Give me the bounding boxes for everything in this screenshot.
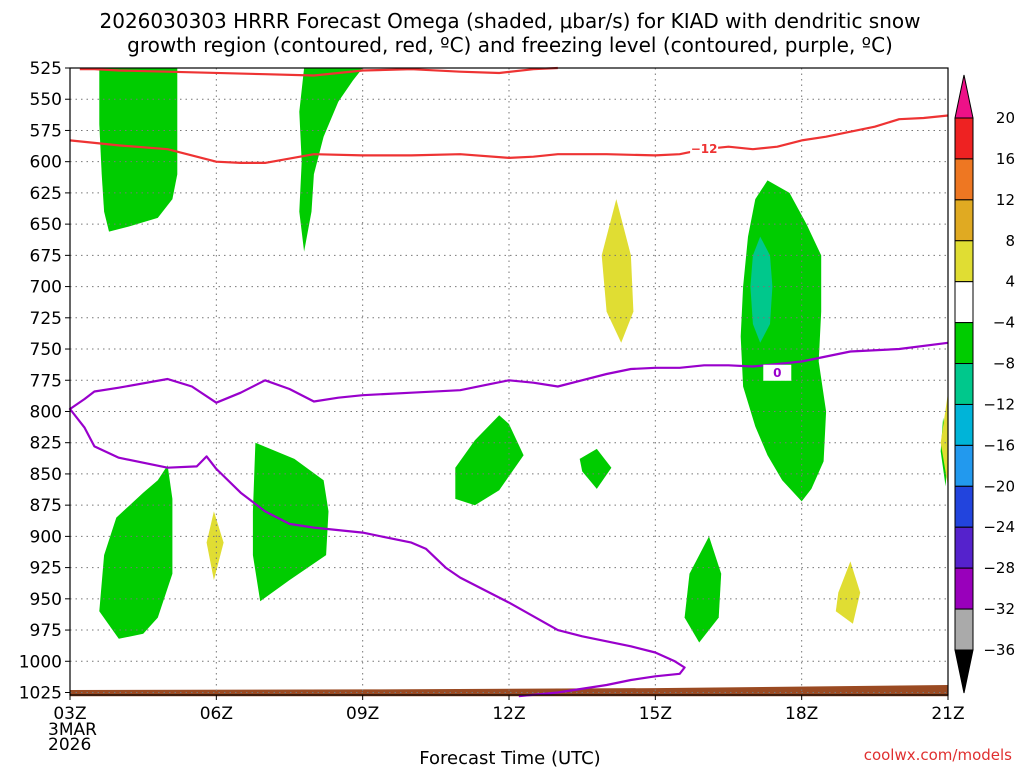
colorbar-band (954, 485, 974, 528)
colorbar-band (954, 158, 974, 201)
y-tick-label: 875 (30, 496, 62, 516)
omega-green-area (99, 465, 173, 639)
y-tick-label: 975 (30, 621, 62, 641)
colorbar-label: −32 (983, 600, 1015, 618)
dgz-lower-contour (69, 114, 949, 164)
colorbar-bottom-arrow (954, 649, 974, 694)
colorbar-band (954, 240, 974, 283)
colorbar-band (954, 363, 974, 405)
x-tick-label: 15Z (639, 704, 672, 724)
y-tick-label: 725 (30, 309, 62, 329)
credit-text: coolwx.com/models (864, 746, 1012, 764)
x-date-label: 3MAR (48, 720, 97, 740)
y-tick-label: 625 (30, 184, 62, 204)
chart-title-line2: growth region (contoured, red, ºC) and f… (127, 33, 893, 57)
omega-yellow-area (206, 511, 224, 581)
y-tick-label: 675 (30, 246, 62, 266)
omega-green-area (252, 442, 329, 602)
colorbar-label: 8 (1005, 232, 1015, 250)
y-tick-label: 925 (30, 559, 62, 579)
freezing-level-contour-label: 0 (773, 366, 781, 380)
y-tick-label: 525 (30, 59, 62, 79)
omega-yellow-area (940, 392, 948, 487)
colorbar-label: −20 (983, 477, 1015, 495)
omega-green-area (579, 448, 612, 489)
y-tick-label: 775 (30, 371, 62, 391)
contour-label-background (690, 141, 719, 158)
colorbar-label: −24 (983, 518, 1015, 536)
colorbar-label: −16 (983, 436, 1015, 454)
x-date-label: 2026 (48, 735, 91, 755)
x-tick-label: 06Z (200, 704, 233, 724)
y-tick-label: 950 (30, 590, 62, 610)
colorbar-label: 12 (996, 191, 1015, 209)
colorbar-label: 16 (996, 150, 1015, 168)
omega-yellow-area (601, 199, 634, 343)
y-tick-label: 1000 (19, 652, 62, 672)
colorbar-band (954, 444, 974, 487)
y-tick-label: 900 (30, 527, 62, 547)
dgz-lower-contour-label: −12 (691, 142, 718, 156)
y-tick-label: 850 (30, 465, 62, 485)
colorbar-label: −28 (983, 559, 1015, 577)
colorbar-label: −12 (983, 395, 1015, 413)
x-axis-title: Forecast Time (UTC) (419, 748, 600, 768)
colorbar-band (954, 526, 974, 569)
x-tick-label: 21Z (931, 704, 964, 724)
omega-green-area (299, 68, 363, 252)
colorbar-band (954, 608, 974, 651)
omega-green-area (455, 415, 524, 506)
colorbar-band (954, 403, 974, 446)
colorbar-label: −4 (993, 314, 1015, 332)
colorbar-band (954, 322, 974, 365)
colorbar: 20 16 12 8 4 −4 −8 −12 −16 −20 −24 −28 −32 −36 (954, 74, 1015, 694)
colorbar-band (954, 567, 974, 610)
y-tick-label: 1025 (19, 684, 62, 704)
y-axis: 525 550 575 600 625 650 675 700 725 750 775 800 825 8… (19, 59, 70, 704)
y-tick-label: 750 (30, 340, 62, 360)
contour-label-background (763, 364, 792, 381)
y-tick-label: 825 (30, 434, 62, 454)
y-tick-label: 700 (30, 278, 62, 298)
y-tick-label: 650 (30, 215, 62, 235)
colorbar-top-arrow (954, 74, 974, 119)
omega-green-area (684, 536, 722, 643)
y-tick-label: 600 (30, 153, 62, 173)
colorbar-label: −36 (983, 641, 1015, 659)
chart-title-line1: 2026030303 HRRR Forecast Omega (shaded, … (100, 9, 921, 33)
y-tick-label: 575 (30, 121, 62, 141)
y-tick-label: 550 (30, 90, 62, 110)
x-tick-label: 09Z (346, 704, 379, 724)
colorbar-band (954, 281, 974, 324)
omega-green-area (99, 68, 178, 232)
omega-yellow-area (835, 561, 861, 624)
x-tick-label: 12Z (492, 704, 525, 724)
colorbar-label: 4 (1005, 273, 1015, 291)
colorbar-band (954, 117, 974, 160)
dgz-upper-contour (79, 66, 558, 77)
y-tick-label: 800 (30, 402, 62, 422)
colorbar-label: −8 (993, 355, 1015, 373)
omega-green-area (740, 180, 827, 502)
colorbar-band (954, 199, 974, 242)
x-tick-label: 03Z (53, 704, 86, 724)
omega-teal-area (750, 236, 773, 343)
colorbar-label: 20 (996, 109, 1015, 127)
gridlines (70, 68, 948, 695)
x-tick-label: 18Z (785, 704, 818, 724)
